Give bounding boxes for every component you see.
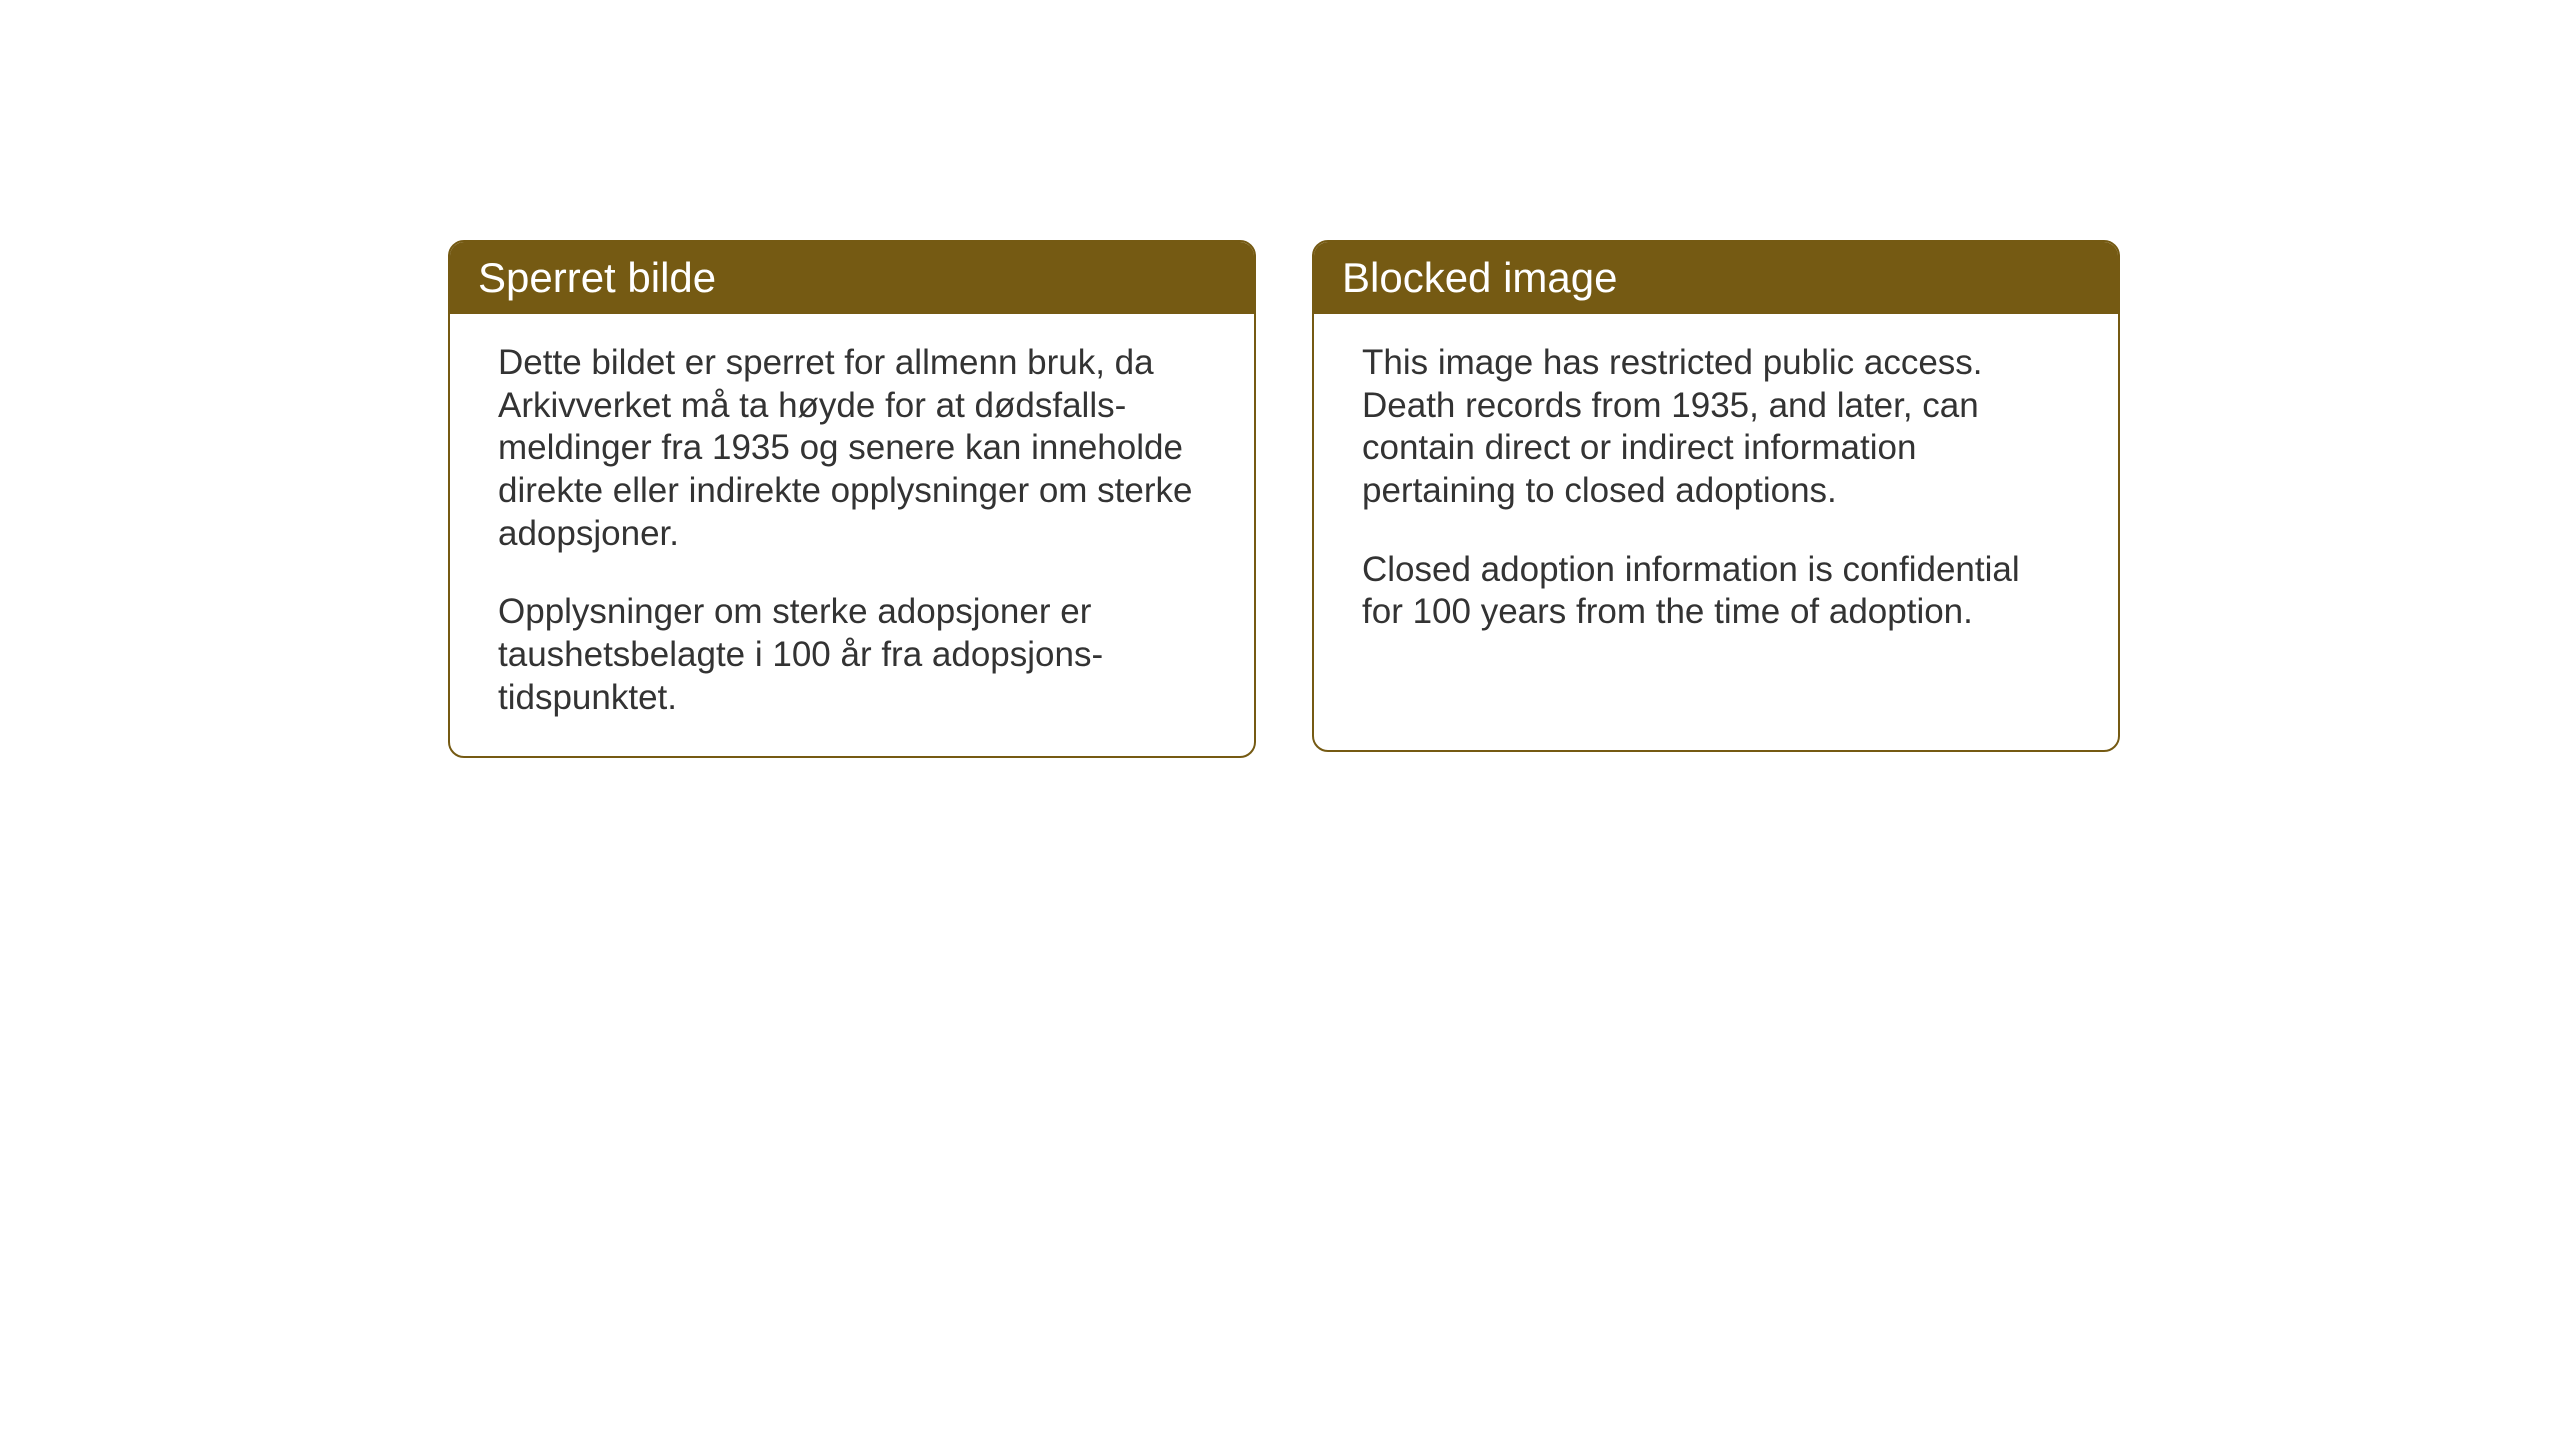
notice-card-title: Blocked image xyxy=(1314,242,2118,314)
notice-paragraph: Closed adoption information is confident… xyxy=(1362,549,2070,634)
notice-paragraph: This image has restricted public access.… xyxy=(1362,342,2070,513)
notice-container: Sperret bilde Dette bildet er sperret fo… xyxy=(448,240,2120,758)
notice-card-title: Sperret bilde xyxy=(450,242,1254,314)
notice-paragraph: Dette bildet er sperret for allmenn bruk… xyxy=(498,342,1206,555)
notice-paragraph: Opplysninger om sterke adopsjoner er tau… xyxy=(498,591,1206,719)
notice-card-norwegian: Sperret bilde Dette bildet er sperret fo… xyxy=(448,240,1256,758)
notice-card-english: Blocked image This image has restricted … xyxy=(1312,240,2120,752)
notice-card-body: This image has restricted public access.… xyxy=(1314,314,2118,670)
notice-card-body: Dette bildet er sperret for allmenn bruk… xyxy=(450,314,1254,756)
